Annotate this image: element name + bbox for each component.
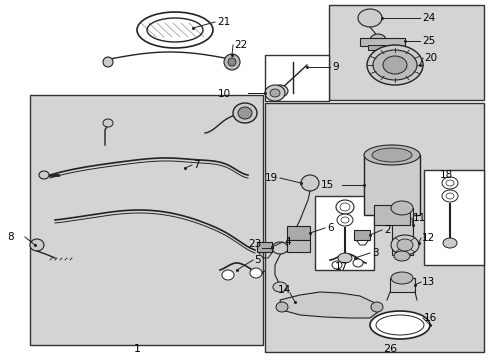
- Text: 8: 8: [7, 232, 14, 242]
- Ellipse shape: [369, 34, 385, 46]
- Bar: [423, 170, 483, 265]
- Ellipse shape: [336, 214, 352, 226]
- Bar: [30, 95, 263, 345]
- Ellipse shape: [272, 282, 286, 292]
- Ellipse shape: [375, 315, 423, 335]
- Ellipse shape: [271, 242, 287, 254]
- Bar: [367, 45, 396, 50]
- Bar: [373, 205, 409, 225]
- Text: 10: 10: [218, 89, 231, 99]
- Bar: [353, 230, 369, 240]
- Text: 20: 20: [423, 53, 436, 63]
- Text: 25: 25: [421, 36, 434, 46]
- Ellipse shape: [238, 107, 251, 119]
- Ellipse shape: [445, 193, 453, 199]
- Text: 6: 6: [326, 223, 333, 233]
- Ellipse shape: [30, 239, 44, 251]
- Ellipse shape: [222, 270, 234, 280]
- Ellipse shape: [382, 56, 406, 74]
- Ellipse shape: [339, 203, 349, 211]
- Text: 11: 11: [412, 213, 426, 223]
- Ellipse shape: [249, 268, 262, 278]
- Ellipse shape: [357, 9, 381, 27]
- Text: 4: 4: [284, 237, 290, 247]
- Text: 19: 19: [264, 173, 278, 183]
- Text: 5: 5: [253, 255, 260, 265]
- Text: 13: 13: [421, 277, 434, 287]
- Text: 1: 1: [133, 344, 140, 354]
- Ellipse shape: [39, 171, 49, 179]
- Bar: [328, 5, 483, 100]
- Text: 23: 23: [247, 239, 261, 249]
- Text: 14: 14: [278, 285, 291, 295]
- Text: 15: 15: [320, 180, 334, 190]
- Text: 7: 7: [193, 160, 199, 170]
- Bar: [389, 278, 414, 292]
- Text: 17: 17: [334, 262, 347, 272]
- Text: 9: 9: [331, 62, 338, 72]
- Ellipse shape: [445, 180, 453, 186]
- Bar: [363, 155, 419, 215]
- Ellipse shape: [390, 272, 412, 284]
- Text: 21: 21: [217, 17, 230, 27]
- Ellipse shape: [264, 85, 285, 101]
- Ellipse shape: [396, 239, 412, 251]
- Ellipse shape: [372, 50, 416, 80]
- Polygon shape: [280, 292, 377, 318]
- Ellipse shape: [441, 177, 457, 189]
- Text: 16: 16: [423, 313, 436, 323]
- Bar: [286, 240, 309, 252]
- Ellipse shape: [271, 85, 287, 97]
- Bar: [314, 196, 373, 270]
- Ellipse shape: [147, 18, 203, 42]
- Bar: [391, 208, 412, 255]
- Text: 3: 3: [371, 248, 378, 258]
- Bar: [286, 226, 309, 240]
- Ellipse shape: [363, 145, 419, 165]
- Bar: [264, 55, 328, 101]
- Ellipse shape: [103, 57, 113, 67]
- Text: 24: 24: [421, 13, 434, 23]
- Ellipse shape: [369, 311, 429, 339]
- Text: 18: 18: [439, 170, 452, 180]
- Text: 22: 22: [234, 40, 247, 50]
- Ellipse shape: [227, 58, 236, 66]
- Bar: [359, 38, 404, 46]
- Ellipse shape: [275, 302, 287, 312]
- Bar: [257, 242, 271, 252]
- Bar: [264, 103, 483, 352]
- Ellipse shape: [337, 253, 351, 263]
- Text: 26: 26: [382, 344, 396, 354]
- Ellipse shape: [301, 175, 318, 191]
- Ellipse shape: [232, 103, 257, 123]
- Ellipse shape: [103, 119, 113, 127]
- Ellipse shape: [441, 190, 457, 202]
- Ellipse shape: [335, 200, 353, 214]
- Ellipse shape: [393, 251, 409, 261]
- Ellipse shape: [137, 12, 213, 48]
- Ellipse shape: [390, 235, 418, 255]
- Text: 2: 2: [383, 225, 390, 235]
- Ellipse shape: [340, 217, 348, 223]
- Ellipse shape: [370, 302, 382, 312]
- Ellipse shape: [371, 148, 411, 162]
- Ellipse shape: [390, 201, 412, 215]
- Ellipse shape: [442, 238, 456, 248]
- Text: 12: 12: [421, 233, 434, 243]
- Ellipse shape: [331, 261, 341, 269]
- Ellipse shape: [352, 259, 362, 267]
- Ellipse shape: [366, 45, 422, 85]
- Ellipse shape: [224, 54, 240, 70]
- Ellipse shape: [269, 89, 280, 97]
